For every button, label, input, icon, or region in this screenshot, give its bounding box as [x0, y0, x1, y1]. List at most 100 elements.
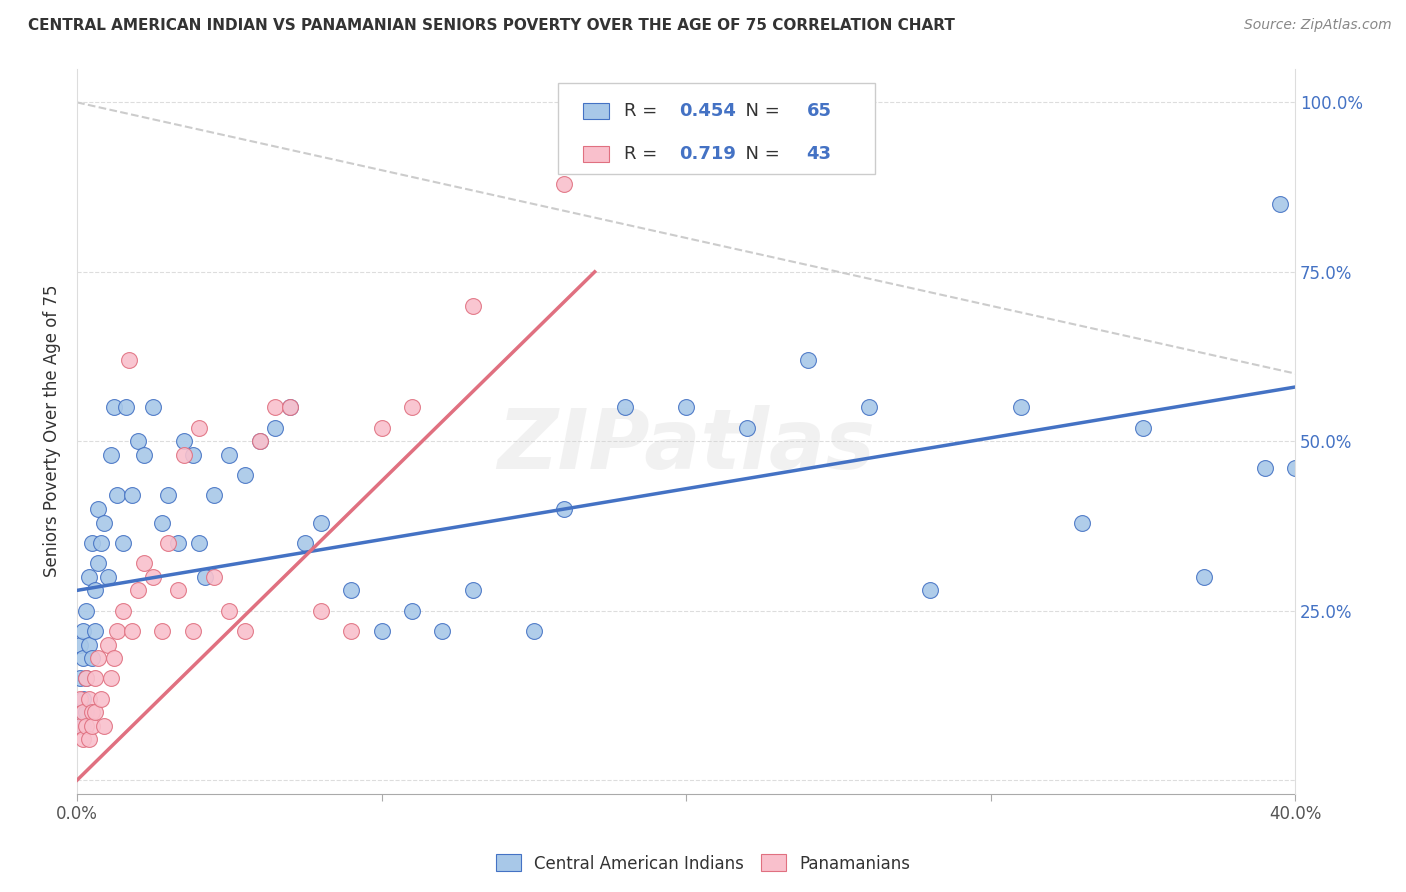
Point — [103, 651, 125, 665]
Y-axis label: Seniors Poverty Over the Age of 75: Seniors Poverty Over the Age of 75 — [44, 285, 60, 577]
Text: N =: N = — [734, 103, 785, 120]
Point — [370, 420, 392, 434]
Point — [187, 536, 209, 550]
Point — [77, 638, 100, 652]
Point — [72, 706, 94, 720]
Point — [103, 401, 125, 415]
Point — [264, 420, 287, 434]
FancyBboxPatch shape — [582, 103, 609, 120]
Text: 65: 65 — [807, 103, 831, 120]
Text: ZIPatlas: ZIPatlas — [498, 405, 875, 486]
Point — [1132, 420, 1154, 434]
Point — [675, 401, 697, 415]
Point — [72, 719, 94, 733]
Point — [142, 570, 165, 584]
Point — [218, 448, 240, 462]
Point — [75, 604, 97, 618]
Point — [858, 401, 880, 415]
Point — [69, 706, 91, 720]
FancyBboxPatch shape — [558, 83, 875, 174]
Point — [157, 488, 180, 502]
Point — [1192, 570, 1215, 584]
Point — [202, 570, 225, 584]
Point — [72, 691, 94, 706]
Point — [82, 651, 104, 665]
Point — [84, 624, 107, 638]
Point — [132, 556, 155, 570]
Point — [90, 536, 112, 550]
Point — [121, 624, 143, 638]
Point — [233, 624, 256, 638]
Point — [69, 719, 91, 733]
Point — [340, 624, 363, 638]
Point — [249, 434, 271, 449]
Point — [75, 719, 97, 733]
Point — [401, 401, 423, 415]
Point — [69, 638, 91, 652]
Point — [264, 401, 287, 415]
Point — [797, 353, 820, 368]
Point — [82, 706, 104, 720]
Text: CENTRAL AMERICAN INDIAN VS PANAMANIAN SENIORS POVERTY OVER THE AGE OF 75 CORRELA: CENTRAL AMERICAN INDIAN VS PANAMANIAN SE… — [28, 18, 955, 33]
Point — [461, 583, 484, 598]
Point — [461, 299, 484, 313]
Point — [523, 624, 546, 638]
Point — [370, 624, 392, 638]
Point — [114, 401, 136, 415]
Point — [340, 583, 363, 598]
Text: 0.454: 0.454 — [679, 103, 735, 120]
Text: 43: 43 — [807, 145, 831, 163]
Point — [1010, 401, 1032, 415]
Point — [173, 434, 195, 449]
Point — [75, 672, 97, 686]
Point — [294, 536, 316, 550]
Point — [118, 353, 141, 368]
Text: 0.719: 0.719 — [679, 145, 735, 163]
Point — [72, 624, 94, 638]
Point — [166, 583, 188, 598]
Point — [150, 516, 173, 530]
Point — [84, 706, 107, 720]
Point — [249, 434, 271, 449]
Point — [187, 420, 209, 434]
Point — [194, 570, 217, 584]
Point — [278, 401, 301, 415]
Point — [150, 624, 173, 638]
Point — [1070, 516, 1092, 530]
Point — [142, 401, 165, 415]
Point — [202, 488, 225, 502]
Point — [72, 732, 94, 747]
Point — [132, 448, 155, 462]
Point — [69, 672, 91, 686]
Point — [166, 536, 188, 550]
Point — [75, 706, 97, 720]
Point — [111, 536, 134, 550]
Point — [69, 691, 91, 706]
Point — [181, 624, 204, 638]
Point — [309, 516, 332, 530]
Legend: Central American Indians, Panamanians: Central American Indians, Panamanians — [489, 847, 917, 880]
Point — [87, 651, 110, 665]
Point — [1284, 461, 1306, 475]
Point — [96, 638, 118, 652]
Point — [1253, 461, 1275, 475]
Point — [84, 672, 107, 686]
FancyBboxPatch shape — [582, 146, 609, 162]
Point — [278, 401, 301, 415]
Point — [614, 401, 637, 415]
Point — [87, 556, 110, 570]
Point — [105, 488, 128, 502]
Text: R =: R = — [624, 145, 669, 163]
Point — [90, 691, 112, 706]
Point — [553, 177, 575, 191]
Point — [100, 672, 122, 686]
Point — [432, 624, 454, 638]
Point — [173, 448, 195, 462]
Point — [77, 570, 100, 584]
Point — [121, 488, 143, 502]
Point — [87, 502, 110, 516]
Point — [127, 583, 149, 598]
Point — [918, 583, 941, 598]
Point — [75, 672, 97, 686]
Point — [82, 536, 104, 550]
